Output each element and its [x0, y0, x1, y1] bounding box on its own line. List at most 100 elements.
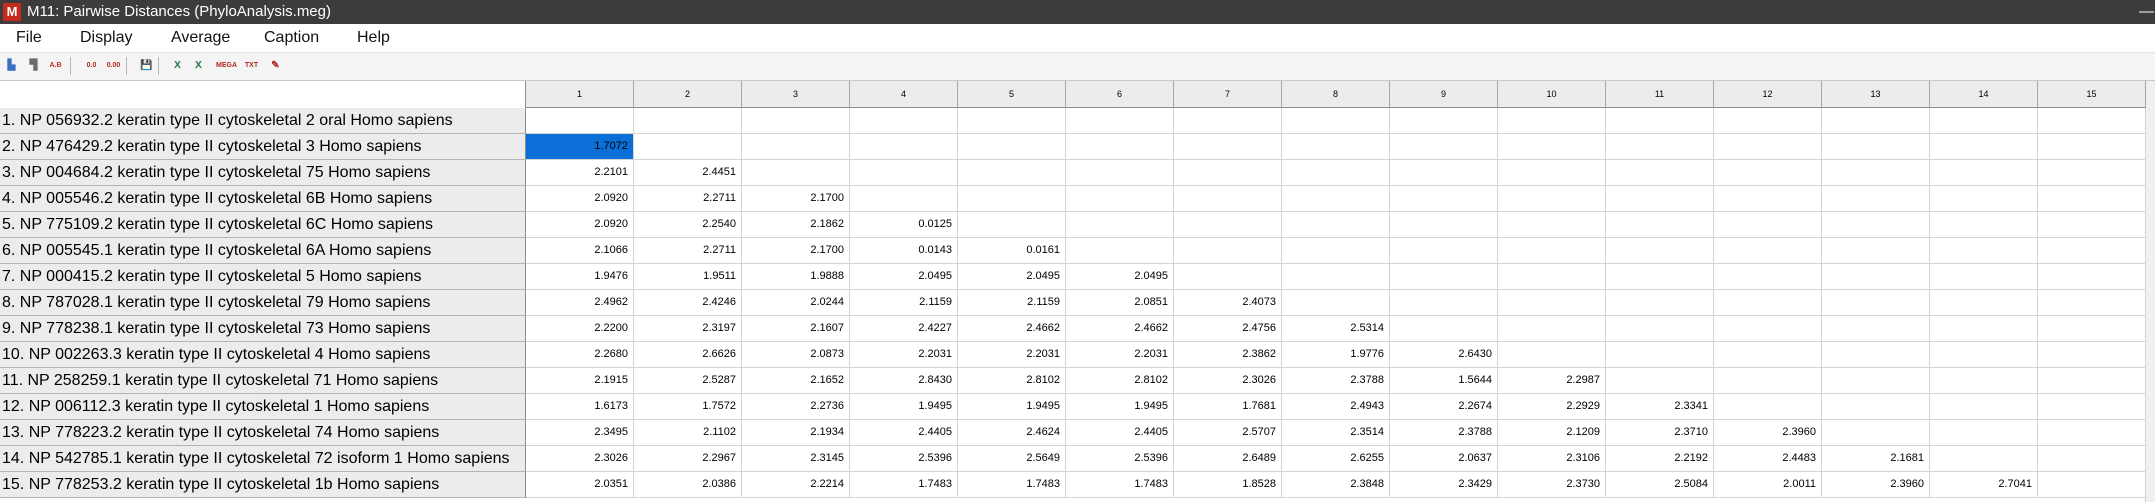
menu-file[interactable]: File [16, 29, 42, 46]
matrix-cell[interactable] [1390, 160, 1498, 186]
column-header[interactable]: 3 [742, 81, 850, 108]
caption-icon[interactable]: A.B [49, 62, 62, 69]
matrix-cell[interactable] [2038, 160, 2146, 186]
column-header[interactable]: 2 [634, 81, 742, 108]
row-header[interactable]: 3. NP 004684.2 keratin type II cytoskele… [0, 160, 526, 186]
matrix-cell[interactable]: 1.9888 [742, 264, 850, 290]
matrix-cell[interactable] [1498, 108, 1606, 134]
matrix-cell[interactable] [1390, 264, 1498, 290]
matrix-cell[interactable] [2038, 446, 2146, 472]
matrix-cell[interactable] [1930, 290, 2038, 316]
matrix-cell[interactable]: 2.7041 [1930, 472, 2038, 498]
matrix-cell[interactable] [1822, 108, 1930, 134]
matrix-cell[interactable]: 2.5396 [1066, 446, 1174, 472]
matrix-cell[interactable] [1822, 342, 1930, 368]
column-header[interactable]: 12 [1714, 81, 1822, 108]
row-header[interactable]: 12. NP 006112.3 keratin type II cytoskel… [0, 394, 526, 420]
matrix-cell[interactable] [1282, 108, 1390, 134]
matrix-cell[interactable]: 2.3788 [1282, 368, 1390, 394]
matrix-cell[interactable]: 2.4662 [1066, 316, 1174, 342]
matrix-cell[interactable]: 2.0495 [958, 264, 1066, 290]
menu-average[interactable]: Average [171, 29, 231, 46]
matrix-cell[interactable]: 1.9495 [958, 394, 1066, 420]
matrix-cell[interactable] [1714, 342, 1822, 368]
matrix-cell[interactable] [1822, 160, 1930, 186]
row-header[interactable]: 4. NP 005546.2 keratin type II cytoskele… [0, 186, 526, 212]
matrix-cell[interactable]: 2.5084 [1606, 472, 1714, 498]
matrix-cell[interactable] [1498, 134, 1606, 160]
matrix-cell[interactable]: 2.4405 [1066, 420, 1174, 446]
matrix-cell[interactable] [1930, 160, 2038, 186]
matrix-cell[interactable]: 2.6489 [1174, 446, 1282, 472]
matrix-cell[interactable]: 2.2680 [526, 342, 634, 368]
minimize-button[interactable]: — [2139, 3, 2154, 20]
matrix-cell[interactable] [1282, 134, 1390, 160]
row-header[interactable]: 9. NP 778238.1 keratin type II cytoskele… [0, 316, 526, 342]
matrix-cell[interactable]: 2.3197 [634, 316, 742, 342]
matrix-cell[interactable] [634, 134, 742, 160]
matrix-cell[interactable]: 2.2711 [634, 186, 742, 212]
matrix-cell[interactable]: 2.0011 [1714, 472, 1822, 498]
matrix-cell[interactable] [1174, 134, 1282, 160]
matrix-cell[interactable]: 2.4483 [1714, 446, 1822, 472]
matrix-cell[interactable] [1174, 238, 1282, 264]
matrix-cell[interactable]: 2.4246 [634, 290, 742, 316]
matrix-cell[interactable] [2038, 108, 2146, 134]
matrix-cell[interactable]: 2.2101 [526, 160, 634, 186]
matrix-cell[interactable]: 2.5314 [1282, 316, 1390, 342]
lower-left-matrix-icon[interactable]: ▙ [7, 60, 16, 71]
matrix-cell[interactable] [2038, 316, 2146, 342]
matrix-cell[interactable]: 2.1934 [742, 420, 850, 446]
matrix-cell[interactable]: 2.3026 [1174, 368, 1282, 394]
matrix-cell[interactable] [1282, 264, 1390, 290]
matrix-cell[interactable]: 0.0125 [850, 212, 958, 238]
matrix-cell[interactable] [1930, 368, 2038, 394]
row-header[interactable]: 5. NP 775109.2 keratin type II cytoskele… [0, 212, 526, 238]
matrix-cell[interactable] [526, 108, 634, 134]
matrix-cell[interactable]: 1.8528 [1174, 472, 1282, 498]
matrix-cell[interactable] [1606, 316, 1714, 342]
column-header[interactable]: 9 [1390, 81, 1498, 108]
matrix-cell[interactable]: 1.9495 [1066, 394, 1174, 420]
matrix-cell[interactable]: 2.5649 [958, 446, 1066, 472]
matrix-cell[interactable] [1606, 290, 1714, 316]
matrix-cell[interactable]: 2.4451 [634, 160, 742, 186]
menu-caption[interactable]: Caption [264, 29, 320, 46]
matrix-cell[interactable] [1930, 238, 2038, 264]
matrix-cell[interactable]: 2.4227 [850, 316, 958, 342]
matrix-cell[interactable] [1930, 134, 2038, 160]
matrix-cell[interactable] [1066, 134, 1174, 160]
matrix-cell[interactable]: 2.6430 [1390, 342, 1498, 368]
vertical-scrollbar[interactable] [2145, 81, 2155, 502]
matrix-cell[interactable] [1606, 134, 1714, 160]
matrix-cell[interactable] [1498, 316, 1606, 342]
matrix-cell[interactable]: 1.7483 [1066, 472, 1174, 498]
matrix-cell[interactable] [1930, 420, 2038, 446]
matrix-cell[interactable]: 2.4662 [958, 316, 1066, 342]
matrix-cell[interactable]: 2.4405 [850, 420, 958, 446]
column-header[interactable]: 7 [1174, 81, 1282, 108]
export-mega-icon[interactable]: MEGA [216, 62, 237, 69]
save-icon[interactable]: 💾 [140, 60, 153, 71]
matrix-cell[interactable]: 2.2031 [850, 342, 958, 368]
matrix-cell[interactable] [1714, 212, 1822, 238]
matrix-cell[interactable]: 2.0920 [526, 212, 634, 238]
matrix-cell[interactable]: 2.0495 [1066, 264, 1174, 290]
row-header[interactable]: 14. NP 542785.1 keratin type II cytoskel… [0, 446, 526, 472]
upper-right-matrix-icon[interactable]: ▜ [29, 60, 38, 71]
row-header[interactable]: 1. NP 056932.2 keratin type II cytoskele… [0, 108, 526, 134]
column-header[interactable]: 6 [1066, 81, 1174, 108]
matrix-cell[interactable] [2038, 420, 2146, 446]
matrix-cell[interactable] [1282, 290, 1390, 316]
matrix-cell[interactable] [958, 160, 1066, 186]
matrix-cell[interactable]: 2.3960 [1714, 420, 1822, 446]
row-header[interactable]: 15. NP 778253.2 keratin type II cytoskel… [0, 472, 526, 498]
matrix-cell[interactable] [2038, 212, 2146, 238]
column-header[interactable]: 11 [1606, 81, 1714, 108]
matrix-cell[interactable]: 2.3495 [526, 420, 634, 446]
matrix-cell[interactable] [742, 134, 850, 160]
matrix-cell[interactable] [850, 134, 958, 160]
matrix-cell[interactable] [1498, 290, 1606, 316]
matrix-cell[interactable] [1930, 316, 2038, 342]
matrix-cell[interactable] [2038, 290, 2146, 316]
